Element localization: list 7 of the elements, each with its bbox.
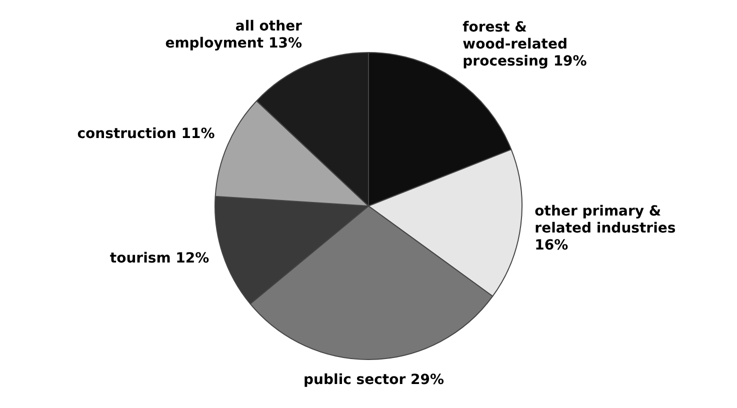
slice-label: tourism 12% [110, 250, 210, 267]
slice-label: construction 11% [77, 126, 215, 142]
slice-label: all other employment 13% [165, 18, 302, 52]
slice-label: other primary & related industries [534, 203, 676, 236]
slice-label: forest & wood-related processing 19% [462, 20, 587, 70]
slice-label: public sector 29% [304, 372, 444, 388]
data-label: 16% [534, 237, 568, 254]
